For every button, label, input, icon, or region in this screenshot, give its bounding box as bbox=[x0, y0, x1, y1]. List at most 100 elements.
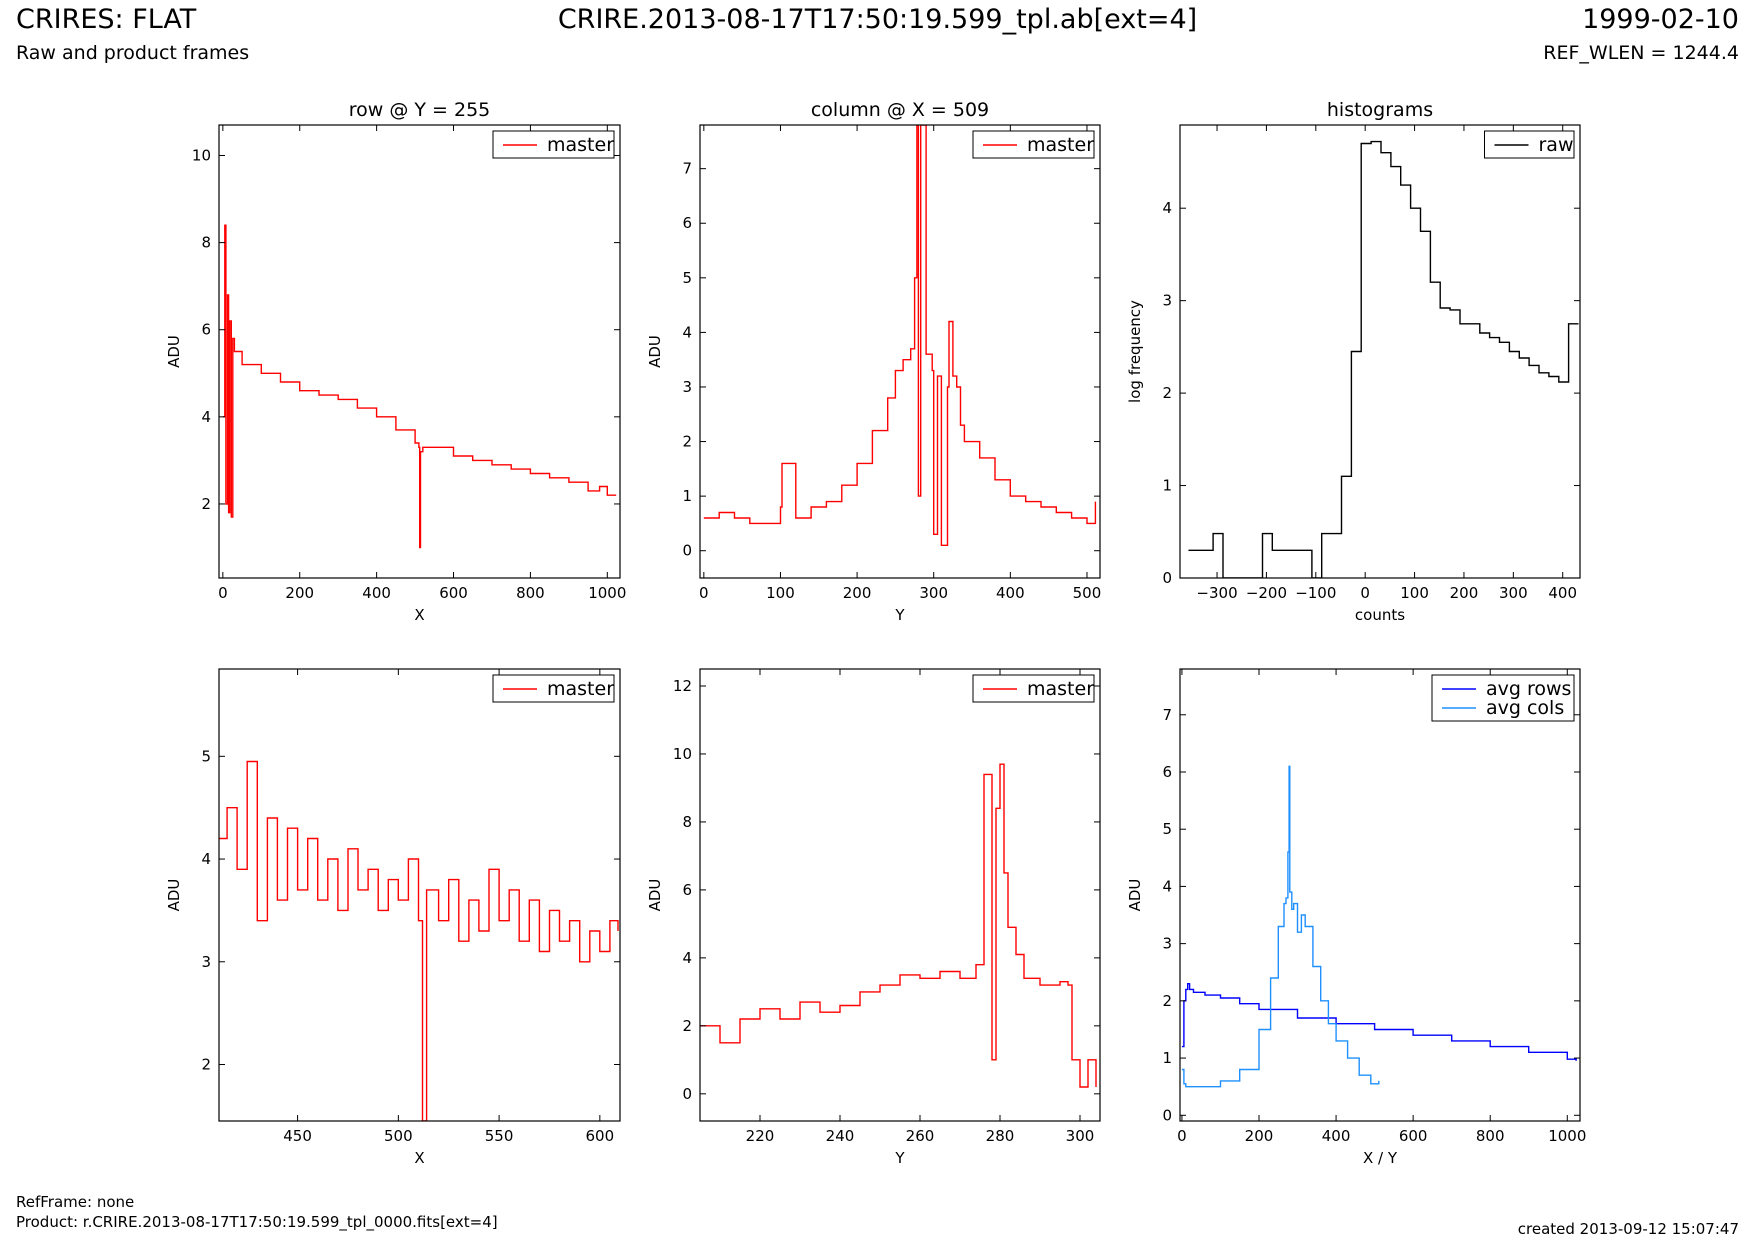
series-avg-rows bbox=[1181, 983, 1577, 1061]
x-tick-label: 260 bbox=[906, 1127, 935, 1145]
series-master bbox=[703, 125, 1097, 546]
y-tick-label: 4 bbox=[1162, 199, 1172, 217]
y-axis-label: ADU bbox=[646, 335, 664, 368]
legend-label: master bbox=[547, 678, 614, 700]
y-axis-label: ADU bbox=[646, 879, 664, 912]
series-master bbox=[700, 763, 1097, 1088]
panel-col_zoom: 220 240 260 280 300 0 2 4 6 8 10 12 Y ADU master bbox=[646, 668, 1101, 1167]
x-tick-label: 300 bbox=[919, 584, 948, 602]
x-tick-label: 600 bbox=[586, 1127, 615, 1145]
series-avg-cols bbox=[1181, 765, 1380, 1088]
legend-label: master bbox=[1027, 134, 1094, 156]
series-raw bbox=[1188, 140, 1579, 578]
legend: master bbox=[972, 674, 1095, 703]
x-tick-label: −200 bbox=[1246, 584, 1287, 602]
x-tick-label: −100 bbox=[1295, 584, 1336, 602]
axes-frame bbox=[218, 124, 621, 579]
y-tick-label: 3 bbox=[1162, 292, 1172, 310]
x-tick-label: 400 bbox=[1322, 1127, 1351, 1145]
y-axis-label: ADU bbox=[165, 879, 183, 912]
legend: master bbox=[492, 674, 615, 703]
panel-row: 0 200 400 600 800 1000 2 4 6 8 10 row @ Y = 255 X ADU… bbox=[165, 99, 626, 624]
y-tick-label: 7 bbox=[682, 160, 692, 178]
x-tick-label: 200 bbox=[1245, 1127, 1274, 1145]
axes-frame bbox=[699, 668, 1101, 1122]
y-tick-label: 6 bbox=[682, 214, 692, 232]
x-tick-label: 0 bbox=[218, 584, 228, 602]
x-tick-label: 1000 bbox=[1548, 1127, 1586, 1145]
series-master bbox=[219, 760, 619, 1121]
y-axis-label: ADU bbox=[1126, 879, 1144, 912]
legend-label: avg rows bbox=[1486, 678, 1571, 700]
legend: master bbox=[972, 130, 1095, 159]
y-tick-label: 2 bbox=[1162, 992, 1172, 1010]
y-tick-label: 4 bbox=[682, 949, 692, 967]
x-tick-label: 400 bbox=[996, 584, 1025, 602]
x-tick-label: −300 bbox=[1196, 584, 1237, 602]
x-axis-label: Y bbox=[894, 606, 905, 624]
x-axis-label: X bbox=[414, 606, 424, 624]
x-tick-label: 240 bbox=[826, 1127, 855, 1145]
y-tick-label: 0 bbox=[1162, 569, 1172, 587]
legend-box bbox=[1431, 674, 1575, 722]
y-tick-label: 0 bbox=[1162, 1106, 1172, 1124]
x-tick-label: 550 bbox=[485, 1127, 514, 1145]
x-tick-label: 100 bbox=[1400, 584, 1429, 602]
y-tick-label: 0 bbox=[682, 542, 692, 560]
refframe-label: RefFrame: none bbox=[16, 1193, 135, 1211]
x-tick-label: 500 bbox=[384, 1127, 413, 1145]
x-axis-label: X / Y bbox=[1363, 1149, 1398, 1167]
x-tick-label: 200 bbox=[285, 584, 314, 602]
y-tick-label: 6 bbox=[201, 321, 211, 339]
y-tick-label: 5 bbox=[1162, 820, 1172, 838]
x-axis-label: Y bbox=[894, 1149, 905, 1167]
x-axis-label: counts bbox=[1355, 606, 1405, 624]
y-tick-label: 4 bbox=[682, 323, 692, 341]
x-axis-label: X bbox=[414, 1149, 424, 1167]
y-tick-label: 4 bbox=[201, 850, 211, 868]
legend-label: master bbox=[1027, 678, 1094, 700]
legend: master bbox=[492, 130, 615, 159]
x-tick-label: 400 bbox=[1548, 584, 1577, 602]
plot-subtitle: Raw and product frames bbox=[16, 42, 250, 64]
y-axis-label: ADU bbox=[165, 335, 183, 368]
y-tick-label: 6 bbox=[1162, 763, 1172, 781]
x-tick-label: 1000 bbox=[588, 584, 626, 602]
chart-title: column @ X = 509 bbox=[811, 99, 989, 121]
panel-avg: 0 200 400 600 800 1000 0 1 2 3 4 5 6 7 X / Y ADU avg row… bbox=[1126, 668, 1586, 1167]
chart-title: histograms bbox=[1327, 99, 1433, 121]
y-tick-label: 4 bbox=[201, 408, 211, 426]
x-tick-label: 500 bbox=[1073, 584, 1102, 602]
product-label: Product: r.CRIRE.2013-08-17T17:50:19.599… bbox=[16, 1213, 498, 1231]
panel-hist: −300 −200 −100 0 100 200 300 400 0 1 2 3 4 histograms… bbox=[1126, 99, 1581, 624]
x-tick-label: 800 bbox=[516, 584, 545, 602]
y-tick-label: 3 bbox=[1162, 935, 1172, 953]
ref-wlen-label: REF_WLEN = 1244.4 bbox=[1543, 42, 1739, 64]
x-tick-label: 600 bbox=[1399, 1127, 1428, 1145]
y-tick-label: 0 bbox=[682, 1085, 692, 1103]
y-tick-label: 6 bbox=[682, 881, 692, 899]
y-tick-label: 5 bbox=[201, 747, 211, 765]
x-tick-label: 220 bbox=[746, 1127, 775, 1145]
x-tick-label: 400 bbox=[362, 584, 391, 602]
y-tick-label: 10 bbox=[673, 745, 692, 763]
x-tick-label: 800 bbox=[1476, 1127, 1505, 1145]
axes-frame bbox=[1179, 124, 1581, 579]
y-tick-label: 4 bbox=[1162, 877, 1172, 895]
y-tick-label: 1 bbox=[1162, 477, 1172, 495]
x-tick-label: 600 bbox=[439, 584, 468, 602]
legend-label: master bbox=[547, 134, 614, 156]
file-name: CRIRE.2013-08-17T17:50:19.599_tpl.ab[ext… bbox=[557, 4, 1198, 35]
x-tick-label: 0 bbox=[1177, 1127, 1187, 1145]
y-tick-label: 8 bbox=[201, 234, 211, 252]
legend-label: raw bbox=[1539, 134, 1574, 156]
x-tick-label: 100 bbox=[766, 584, 795, 602]
y-tick-label: 3 bbox=[682, 378, 692, 396]
y-tick-label: 2 bbox=[1162, 384, 1172, 402]
x-tick-label: 0 bbox=[1360, 584, 1370, 602]
y-tick-label: 1 bbox=[682, 487, 692, 505]
x-tick-label: 450 bbox=[283, 1127, 312, 1145]
x-tick-label: 200 bbox=[1450, 584, 1479, 602]
y-tick-label: 2 bbox=[201, 495, 211, 513]
